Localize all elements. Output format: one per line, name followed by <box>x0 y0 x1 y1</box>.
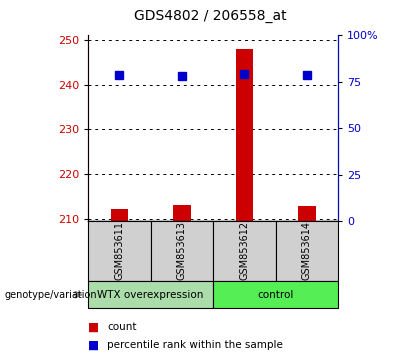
Text: count: count <box>107 322 136 332</box>
Text: ■: ■ <box>88 321 99 334</box>
Bar <box>173 205 191 221</box>
Bar <box>276 221 338 281</box>
Text: GSM853613: GSM853613 <box>177 221 187 280</box>
Text: GSM853614: GSM853614 <box>302 221 312 280</box>
Bar <box>151 221 213 281</box>
Bar <box>236 49 253 221</box>
Bar <box>213 221 276 281</box>
Text: GSM853612: GSM853612 <box>239 221 249 280</box>
Bar <box>111 209 128 221</box>
Bar <box>213 281 338 308</box>
Text: percentile rank within the sample: percentile rank within the sample <box>107 340 283 350</box>
Text: genotype/variation: genotype/variation <box>4 290 97 300</box>
Bar <box>88 281 213 308</box>
Bar <box>298 206 315 221</box>
Text: GSM853611: GSM853611 <box>114 221 124 280</box>
Bar <box>88 221 151 281</box>
Text: ■: ■ <box>88 339 99 352</box>
Text: GDS4802 / 206558_at: GDS4802 / 206558_at <box>134 9 286 23</box>
Text: WTX overexpression: WTX overexpression <box>97 290 204 300</box>
Text: control: control <box>257 290 294 300</box>
